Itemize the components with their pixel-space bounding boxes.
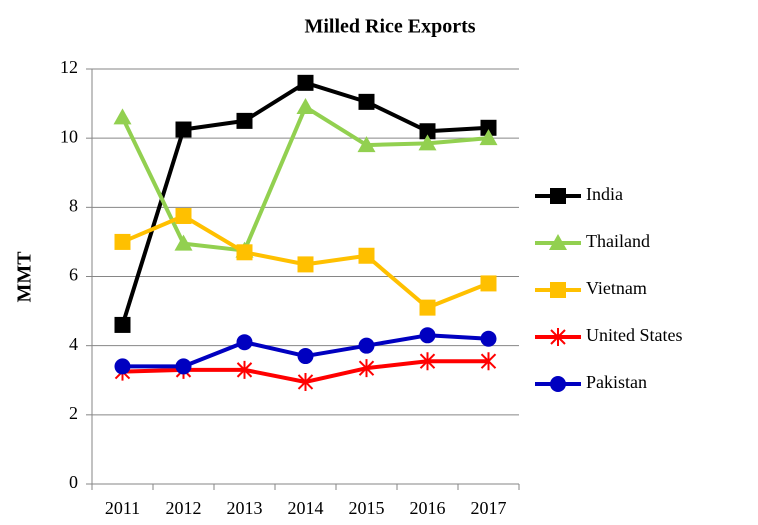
- series-line: [120, 80, 489, 326]
- x-tick-label: 2013: [227, 498, 263, 518]
- marker: [480, 330, 497, 347]
- y-tick-label: 0: [69, 472, 78, 492]
- y-tick-label: 8: [69, 195, 78, 215]
- marker: [297, 256, 314, 273]
- x-tick-label: 2016: [410, 498, 446, 518]
- marker: [419, 299, 436, 316]
- marker: [480, 352, 497, 371]
- marker: [175, 207, 192, 224]
- marker: [550, 376, 566, 392]
- y-tick-label: 4: [69, 334, 78, 354]
- x-tick-label: 2011: [105, 498, 140, 518]
- marker: [419, 327, 436, 344]
- x-tick-label: 2012: [166, 498, 202, 518]
- marker: [175, 121, 192, 138]
- marker: [236, 334, 253, 351]
- marker: [297, 372, 314, 391]
- x-tick-label: 2017: [471, 498, 507, 518]
- marker: [114, 233, 131, 250]
- y-axis-label: MMT: [14, 251, 36, 303]
- marker: [175, 358, 192, 375]
- marker: [550, 282, 566, 298]
- x-tick-label: 2015: [349, 498, 385, 518]
- marker: [549, 234, 567, 250]
- marker: [479, 129, 498, 146]
- y-tick-label: 6: [69, 265, 78, 285]
- marker: [419, 123, 436, 140]
- y-tick-label: 2: [69, 403, 78, 423]
- legend-label: United States: [586, 325, 683, 345]
- marker: [480, 275, 497, 292]
- marker: [174, 234, 193, 251]
- marker: [419, 352, 436, 371]
- marker: [236, 360, 253, 379]
- marker: [418, 134, 437, 151]
- marker: [358, 247, 375, 264]
- legend-label: India: [586, 184, 623, 204]
- marker: [357, 136, 376, 153]
- marker: [358, 93, 375, 110]
- chart-title: Milled Rice Exports: [304, 16, 475, 38]
- marker: [550, 328, 566, 346]
- legend-label: Thailand: [586, 231, 650, 251]
- legend-label: Vietnam: [586, 278, 647, 298]
- marker: [550, 188, 566, 204]
- marker: [236, 112, 253, 129]
- marker: [358, 337, 375, 354]
- marker: [297, 74, 314, 91]
- marker: [114, 358, 131, 375]
- marker: [236, 244, 253, 261]
- marker: [114, 316, 131, 333]
- marker: [480, 119, 497, 136]
- y-tick-label: 10: [60, 126, 78, 146]
- marker: [297, 348, 314, 365]
- marker: [358, 359, 375, 378]
- y-tick-label: 12: [60, 57, 78, 77]
- marker: [113, 108, 132, 125]
- x-tick-label: 2014: [288, 498, 324, 518]
- marker: [296, 98, 315, 115]
- legend-label: Pakistan: [586, 372, 647, 392]
